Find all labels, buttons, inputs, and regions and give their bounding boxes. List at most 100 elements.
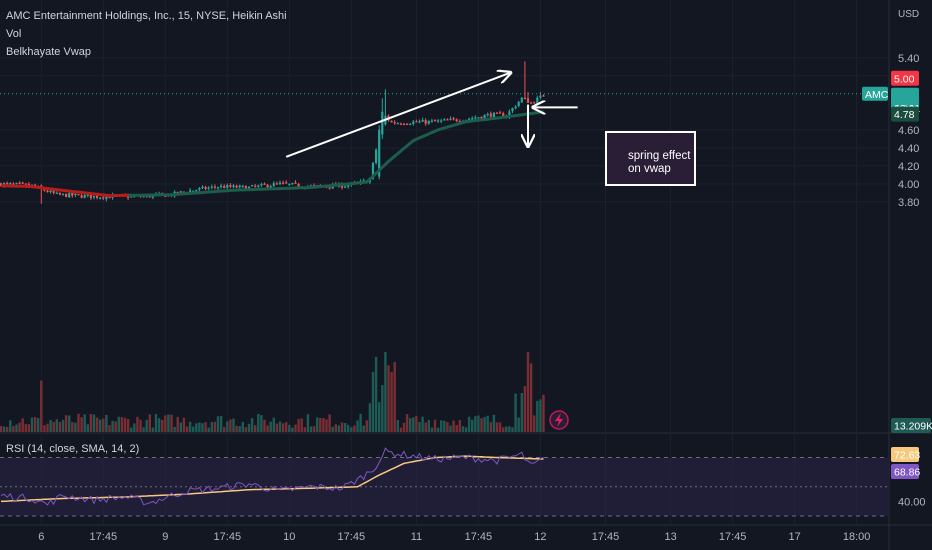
candle-body — [238, 185, 241, 188]
candle-body — [207, 187, 210, 189]
volume-bar — [148, 414, 151, 432]
volume-bar — [58, 421, 62, 432]
candle-body — [220, 185, 223, 187]
candle-body — [514, 106, 517, 109]
volume-bar — [247, 423, 251, 432]
symbol-tag-bg — [862, 86, 888, 101]
time-tick-label: 11 — [411, 531, 422, 543]
candle-body — [539, 95, 542, 98]
volume-bar — [77, 413, 80, 432]
candle-body — [235, 185, 238, 188]
volume-bar — [55, 419, 58, 432]
candle-body — [61, 193, 65, 195]
grid — [0, 0, 888, 525]
volume-bar — [80, 417, 83, 432]
volume-bar — [6, 426, 9, 432]
candle-body — [421, 119, 424, 122]
volume-bar — [238, 426, 241, 432]
candle-body — [415, 121, 418, 123]
candle-body — [424, 120, 427, 124]
vol-label[interactable]: Vol — [6, 28, 22, 40]
rsi-badge: 68.86 — [891, 464, 920, 479]
volume-bar — [269, 421, 272, 432]
candle-body — [269, 186, 272, 188]
candle-body — [49, 190, 52, 193]
candle-body — [244, 186, 247, 190]
volume-bar — [480, 418, 483, 432]
symbol-title[interactable]: AMC Entertainment Holdings, Inc., 15, NY… — [6, 10, 287, 22]
candle-body — [15, 182, 18, 185]
volume-bar — [452, 420, 455, 432]
candle-body — [492, 112, 495, 118]
volume-bar — [52, 421, 55, 432]
candle-body — [247, 186, 251, 190]
volume-badge: 13.209K — [891, 418, 932, 433]
price-axis[interactable]: 6 17:45 9 17:45 10 17:45 11 17:45 12 17:45 13 17:45… — [38, 9, 925, 543]
volume-bar — [232, 418, 235, 432]
volume-bar — [356, 420, 359, 432]
volume-bar — [384, 352, 387, 432]
volume-bar — [303, 427, 306, 432]
volume-bar — [216, 416, 220, 432]
rsi-band-fill — [0, 457, 888, 516]
price-tick-label: 4.60 — [898, 125, 919, 137]
volume-bar — [526, 352, 530, 432]
candle-body — [362, 180, 365, 182]
volume-bar — [461, 426, 465, 432]
candle-body — [471, 118, 474, 120]
volume-bar — [337, 425, 341, 432]
candle-body — [542, 95, 545, 97]
volume-bar — [266, 425, 269, 432]
candle-body — [511, 108, 514, 112]
volume-bar — [102, 418, 105, 432]
volume-bar — [2, 426, 6, 432]
volume-bar — [285, 422, 288, 432]
volume-bar — [409, 418, 412, 432]
rsi-title[interactable]: RSI (14, close, SMA, 14, 2) — [6, 443, 140, 455]
volume-bar — [362, 425, 365, 432]
volume-bar — [15, 424, 18, 432]
volume-bar — [412, 417, 415, 432]
volume-bar — [43, 425, 46, 432]
volume-bar — [328, 414, 331, 432]
time-tick-label: 17:45 — [465, 531, 493, 543]
volume-bar — [64, 415, 68, 432]
volume-bar — [474, 416, 477, 432]
volume-bar — [105, 414, 108, 432]
candle-body — [313, 185, 316, 187]
candle-body — [65, 193, 68, 198]
volume-bar — [309, 426, 313, 432]
candle-body — [46, 190, 49, 193]
volume-bar — [353, 425, 356, 432]
volume-bar — [226, 421, 229, 432]
volume-bar — [30, 417, 34, 432]
volume-bar — [505, 426, 508, 432]
volume-bar — [325, 419, 328, 432]
candle-body — [381, 111, 384, 135]
marker-price-badge-text: 5.00 — [894, 73, 915, 85]
candle-body — [71, 192, 74, 196]
candle-body — [347, 185, 350, 187]
time-tick-label: 9 — [162, 531, 168, 543]
volume-bar — [263, 419, 266, 432]
volume-bar — [455, 425, 458, 432]
volume-bar — [223, 426, 226, 432]
price-tick-label: 4.40 — [898, 143, 919, 155]
volume-bar — [244, 427, 248, 432]
candle-body — [275, 183, 278, 185]
candle-body — [412, 121, 415, 124]
volume-bar — [198, 422, 201, 432]
indicator-label[interactable]: Belkhayate Vwap — [6, 46, 91, 58]
volume-bar — [378, 402, 381, 432]
volume-bar — [260, 415, 263, 432]
rsi-badge-text: 68.86 — [894, 467, 920, 479]
volume-bar — [0, 425, 3, 432]
volume-bar — [319, 417, 322, 432]
candle-body — [483, 114, 486, 119]
volume-bar — [188, 421, 192, 432]
callout-box — [605, 131, 696, 186]
candle-body — [477, 117, 480, 119]
volume-bar — [120, 417, 124, 432]
candle-body — [440, 120, 443, 122]
